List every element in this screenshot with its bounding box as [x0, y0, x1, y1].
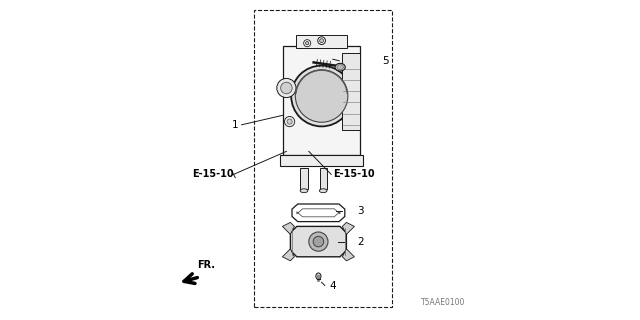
- Circle shape: [313, 236, 324, 247]
- Bar: [342, 53, 360, 130]
- Ellipse shape: [316, 273, 321, 279]
- Ellipse shape: [337, 65, 344, 70]
- Circle shape: [287, 119, 292, 124]
- Text: T5AAE0100: T5AAE0100: [421, 298, 466, 307]
- Polygon shape: [297, 209, 340, 217]
- Ellipse shape: [319, 189, 327, 193]
- Ellipse shape: [335, 63, 346, 71]
- Text: 5: 5: [383, 56, 389, 66]
- Circle shape: [291, 66, 352, 126]
- Circle shape: [296, 70, 348, 122]
- Polygon shape: [282, 222, 294, 234]
- Circle shape: [306, 42, 309, 45]
- Circle shape: [318, 37, 326, 44]
- Circle shape: [308, 232, 328, 251]
- Circle shape: [285, 116, 295, 127]
- Bar: [280, 155, 364, 166]
- Polygon shape: [342, 249, 355, 261]
- Text: FR.: FR.: [197, 260, 215, 270]
- Text: 2: 2: [357, 236, 364, 247]
- Ellipse shape: [300, 189, 308, 193]
- Bar: [296, 35, 347, 48]
- Polygon shape: [292, 204, 345, 221]
- Text: E-15-10: E-15-10: [333, 169, 374, 180]
- Circle shape: [280, 82, 292, 94]
- Polygon shape: [342, 222, 355, 234]
- Text: 1: 1: [232, 120, 239, 130]
- Bar: [254, 10, 392, 307]
- Polygon shape: [291, 227, 346, 257]
- Circle shape: [304, 40, 311, 47]
- Circle shape: [276, 78, 296, 98]
- Text: 3: 3: [357, 206, 364, 216]
- Text: 4: 4: [330, 281, 336, 292]
- Bar: [301, 168, 308, 189]
- Polygon shape: [282, 249, 294, 261]
- Bar: [320, 168, 327, 189]
- Circle shape: [320, 39, 324, 43]
- Bar: [283, 46, 360, 155]
- Text: E-15-10: E-15-10: [192, 169, 234, 180]
